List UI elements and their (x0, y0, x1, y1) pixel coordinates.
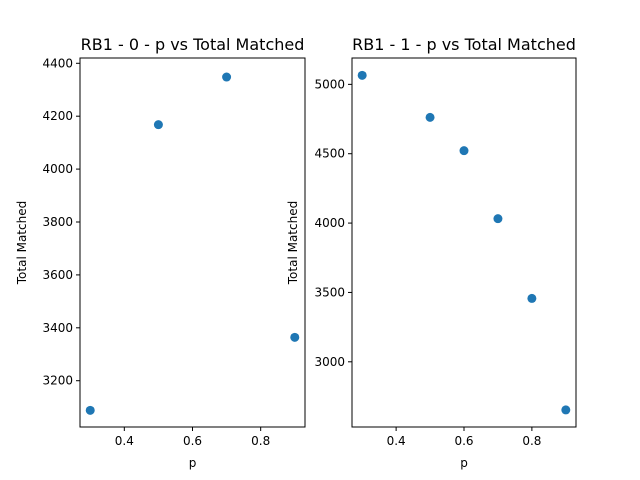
y-tick-label: 5000 (314, 77, 345, 91)
data-point (357, 70, 367, 80)
y-tick-label: 3600 (42, 268, 73, 282)
data-point (561, 405, 571, 415)
y-tick-label: 3800 (42, 215, 73, 229)
chart-title: RB1 - 1 - p vs Total Matched (352, 35, 576, 54)
x-axis-label: p (189, 456, 197, 470)
chart-rb1-0: RB1 - 0 - p vs Total Matched 0.4 0.6 0.8 320… (15, 35, 306, 470)
y-tick-label: 3200 (42, 374, 73, 388)
plot-area-frame (79, 57, 306, 428)
data-point (459, 146, 469, 156)
y-tick-label: 4000 (42, 162, 73, 176)
y-axis-label: Total Matched (286, 201, 300, 285)
x-tick-label: 0.4 (115, 434, 134, 448)
y-tick-label: 4400 (42, 56, 73, 70)
x-tick-label: 0.6 (454, 434, 473, 448)
y-tick-label: 3000 (314, 355, 345, 369)
data-point (153, 120, 163, 130)
data-point (527, 293, 537, 303)
y-tick-label: 4500 (314, 147, 345, 161)
x-axis-label: p (460, 456, 468, 470)
y-axis-label: Total Matched (15, 201, 29, 285)
data-point (85, 405, 95, 415)
x-tick-label: 0.4 (387, 434, 406, 448)
chart-rb1-1: RB1 - 1 - p vs Total Matched 0.4 0.6 0.8 300… (286, 35, 577, 470)
data-point (493, 214, 503, 224)
x-tick-label: 0.6 (183, 434, 202, 448)
y-tick-label: 3400 (42, 321, 73, 335)
x-tick-label: 0.8 (251, 434, 270, 448)
chart-title: RB1 - 0 - p vs Total Matched (81, 35, 305, 54)
data-point (425, 112, 435, 122)
data-point (290, 332, 300, 342)
x-tick-label: 0.8 (522, 434, 541, 448)
y-tick-label: 4000 (314, 216, 345, 230)
y-tick-label: 3500 (314, 285, 345, 299)
data-point (222, 72, 232, 82)
plot-area-frame (351, 57, 577, 428)
y-tick-label: 4200 (42, 109, 73, 123)
